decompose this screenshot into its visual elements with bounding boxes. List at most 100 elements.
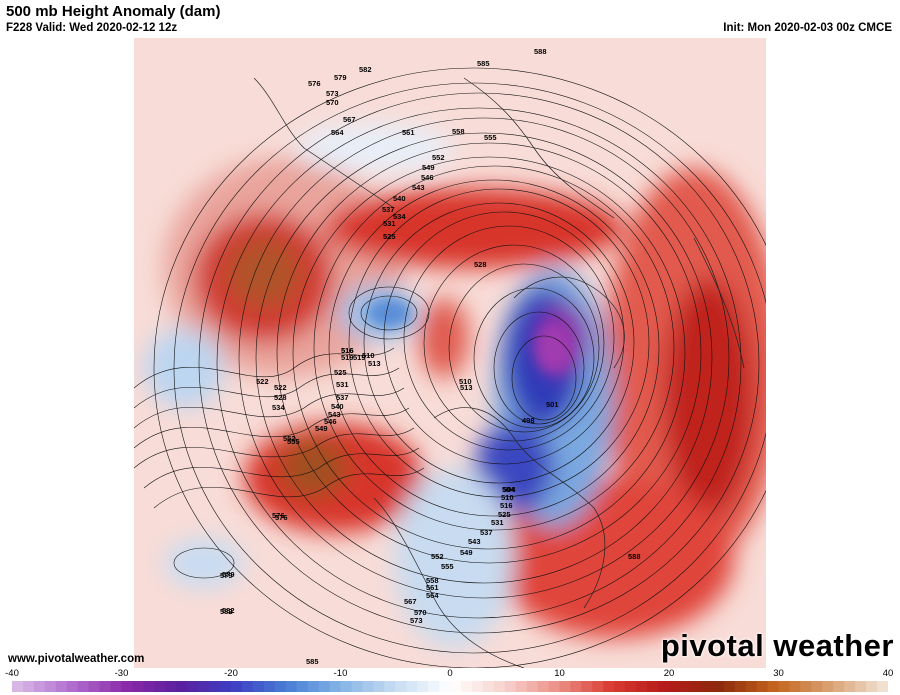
contour-label: 558 xyxy=(452,127,465,136)
colorbar-tick: 20 xyxy=(663,668,675,679)
website-url[interactable]: www.pivotalweather.com xyxy=(8,653,145,665)
contour-label: 531 xyxy=(491,518,504,527)
contour-label: 498 xyxy=(522,416,535,425)
colorbar xyxy=(12,681,888,692)
colorbar-cell xyxy=(66,681,79,692)
contour-label: 552 xyxy=(431,552,444,561)
colorbar-cell xyxy=(636,681,648,692)
coastlines xyxy=(253,77,745,668)
contour-label: 588 xyxy=(628,552,641,561)
colorbar-cell xyxy=(658,681,670,692)
contour-label: 513 xyxy=(460,383,473,392)
colorbar-cell xyxy=(198,681,210,692)
colorbar-cell xyxy=(176,681,188,692)
colorbar-cell xyxy=(263,681,276,692)
contour-label: 525 xyxy=(334,368,347,377)
init-time: Init: Mon 2020-02-03 00z CMCE xyxy=(723,22,892,34)
contour-label: 582 xyxy=(359,65,372,74)
contour-label: 555 xyxy=(287,437,300,446)
colorbar-cell xyxy=(132,681,144,692)
contour-label: 531 xyxy=(336,380,349,389)
colorbar-cell xyxy=(526,681,539,692)
valid-time: F228 Valid: Wed 2020-02-12 12z xyxy=(6,22,178,34)
contour-label: 534 xyxy=(272,403,285,412)
contour-label: 522 xyxy=(256,377,269,386)
colorbar-cell xyxy=(439,681,451,692)
colorbar-cell xyxy=(231,681,243,692)
colorbar-cell xyxy=(296,681,309,692)
contour-label: 579 xyxy=(334,73,347,82)
contour-label: 570 xyxy=(326,98,339,107)
contour-label: 543 xyxy=(468,537,481,546)
brand-logo: pivotal weather xyxy=(660,628,894,663)
contour-label: 531 xyxy=(383,219,396,228)
colorbar-cell xyxy=(504,681,517,692)
colorbar-cell xyxy=(471,681,484,692)
contour-label: 561 xyxy=(426,583,439,592)
contour-label: 573 xyxy=(410,616,423,625)
contour-label: 537 xyxy=(382,205,395,214)
colorbar-cell xyxy=(406,681,418,692)
colorbar-cell xyxy=(625,681,637,692)
contour-label: 543 xyxy=(328,410,341,419)
anomaly-map: 588 585 582 579 576 573 570 567 564 561 … xyxy=(134,38,766,668)
colorbar-cell xyxy=(187,681,199,692)
colorbar-tick: 10 xyxy=(554,668,565,679)
colorbar-cell xyxy=(318,681,331,692)
colorbar-cell xyxy=(679,681,692,692)
colorbar-cell xyxy=(460,681,473,692)
contour-label: 540 xyxy=(331,402,344,411)
contour-label: 549 xyxy=(460,548,473,557)
colorbar-cell xyxy=(844,681,856,692)
colorbar-cell xyxy=(603,681,615,692)
contour-label: 540 xyxy=(393,194,406,203)
colorbar-cell xyxy=(614,681,626,692)
contour-label: 567 xyxy=(404,597,417,606)
contour-label: 504 xyxy=(503,485,516,494)
contour-label: 537 xyxy=(336,393,349,402)
colorbar-cell xyxy=(669,681,681,692)
colorbar-tick: -30 xyxy=(114,668,129,679)
header-bar: 500 mb Height Anomaly (dam) F228 Valid: … xyxy=(0,0,900,38)
colorbar-cell xyxy=(712,681,725,692)
colorbar-cell xyxy=(877,681,888,692)
contour-label: 549 xyxy=(315,424,328,433)
colorbar-cell xyxy=(165,681,177,692)
colorbar-cell xyxy=(800,681,812,692)
colorbar-cell xyxy=(44,681,57,692)
contour-label: 552 xyxy=(283,434,296,443)
colorbar-cell xyxy=(833,681,845,692)
contour-label: 513 xyxy=(368,359,381,368)
contour-label: 555 xyxy=(484,133,497,142)
contour-label: 510 xyxy=(501,493,514,502)
height-contours xyxy=(134,67,766,668)
colorbar-cell xyxy=(252,681,265,692)
contour-label: 546 xyxy=(324,417,337,426)
contour-label: 576 xyxy=(308,79,321,88)
colorbar-cell xyxy=(570,681,582,692)
contour-label: 516 xyxy=(500,501,513,510)
colorbar-cell xyxy=(822,681,834,692)
colorbar-cell xyxy=(548,681,560,692)
colorbar-cell xyxy=(99,681,112,692)
colorbar-tick: -10 xyxy=(333,668,348,679)
contour-label: 570 xyxy=(414,608,427,617)
colorbar-cell xyxy=(340,681,352,692)
contour-label: 525 xyxy=(498,510,511,519)
contour-label: 585 xyxy=(477,59,490,68)
colorbar-cell xyxy=(373,681,385,692)
contour-label: 582 xyxy=(220,607,233,616)
colorbar-cell xyxy=(778,681,790,692)
colorbar-cell xyxy=(493,681,506,692)
contour-label: 528 xyxy=(274,393,287,402)
contour-label: 546 xyxy=(421,173,434,182)
colorbar-cell xyxy=(734,681,747,692)
colorbar-cell xyxy=(756,681,769,692)
contour-label: 552 xyxy=(432,153,445,162)
colorbar-cell xyxy=(55,681,68,692)
colorbar-cell xyxy=(121,681,133,692)
contour-label: 510 xyxy=(459,377,472,386)
contour-label: 516 xyxy=(341,346,354,355)
colorbar-tick: 30 xyxy=(773,668,784,679)
colorbar-cell xyxy=(362,681,374,692)
